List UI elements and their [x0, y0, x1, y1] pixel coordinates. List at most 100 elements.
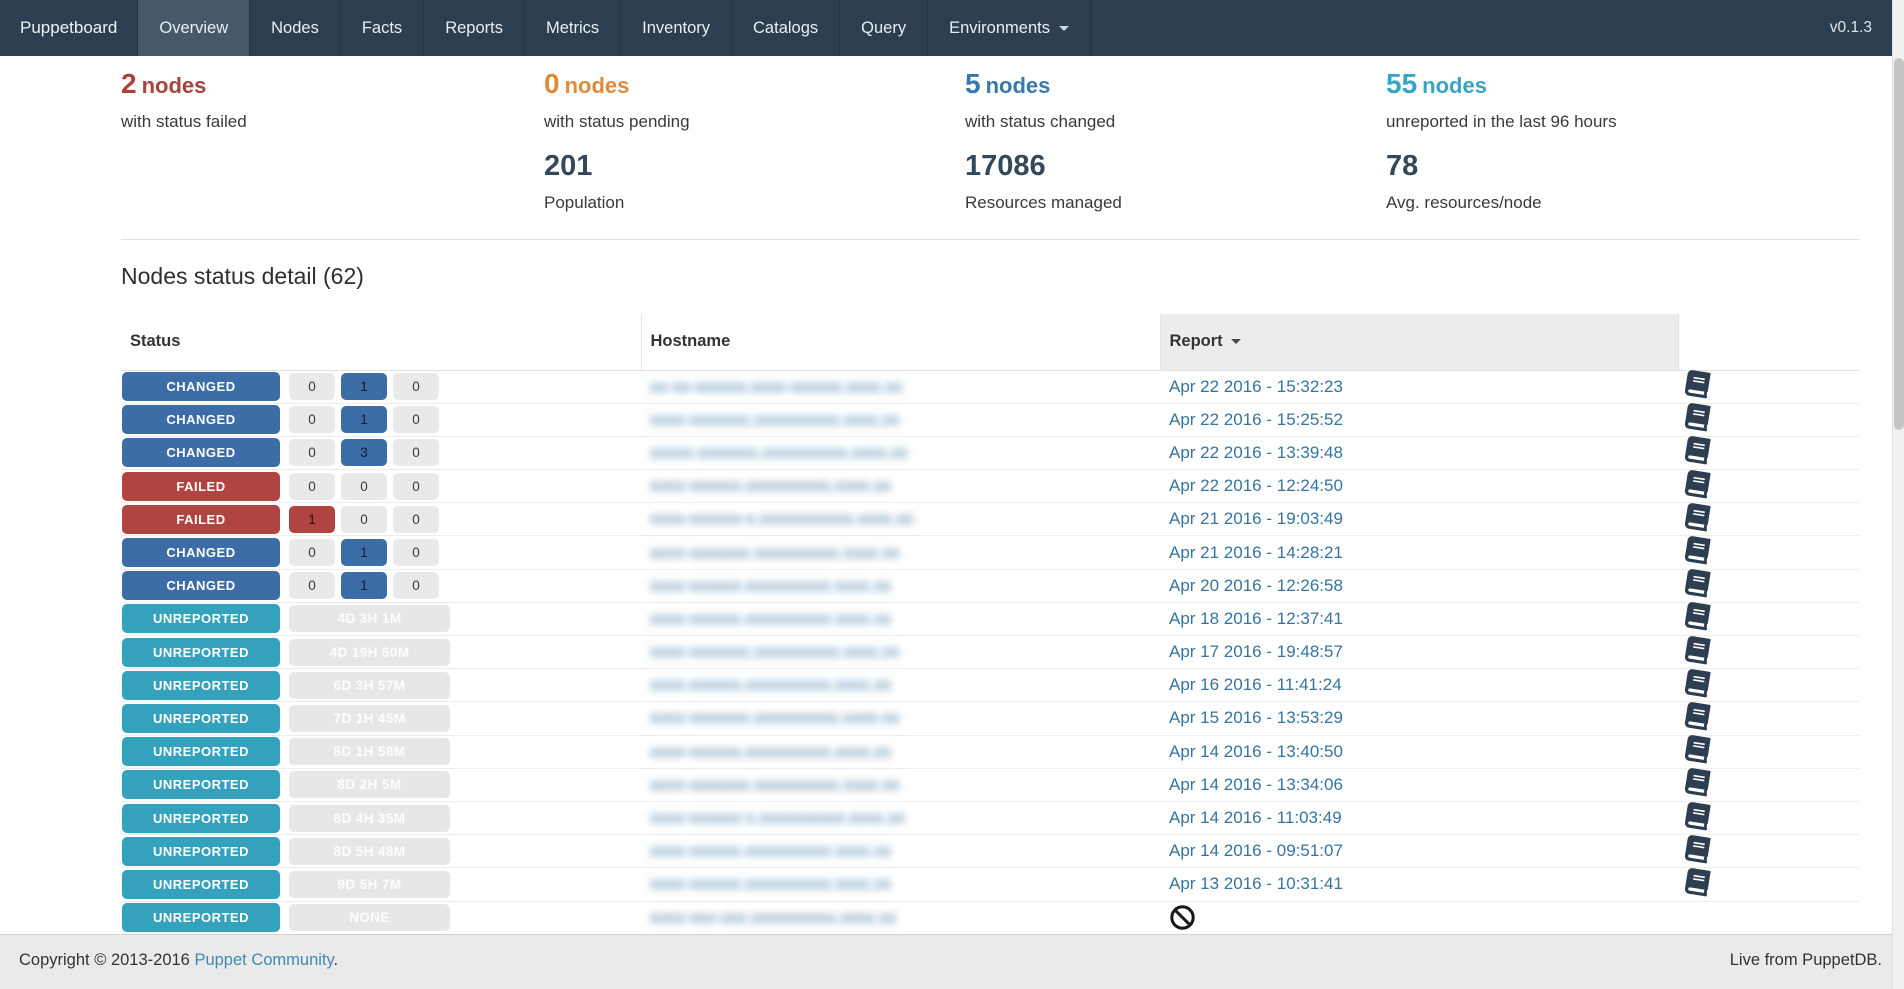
hostname-link[interactable]: xxxxx-xxxxxxx.xxxxxxxxxx.xxxx.xx [650, 442, 908, 462]
hostname-link[interactable]: xxxx-xxxxxx.xxxxxxxxxx.xxxx.xx [650, 608, 891, 628]
report-book-link[interactable] [1684, 735, 1711, 764]
page-footer: Copyright © 2013-2016 Puppet Community. … [0, 934, 1904, 989]
nav-item-metrics[interactable]: Metrics [525, 0, 622, 56]
stats-secondary-row: 201 Population 17086 Resources managed 7… [121, 150, 1860, 213]
report-book-link[interactable] [1684, 834, 1711, 864]
count-pill: 0 [393, 539, 439, 567]
status-counts: 4D 19H 50M [280, 638, 450, 666]
status-badge: CHANGED [122, 372, 280, 402]
report-date-link[interactable]: Apr 17 2016 - 19:48:57 [1169, 642, 1343, 662]
report-book-link[interactable] [1684, 536, 1711, 565]
hostname-link[interactable]: xxxx-xxxxxx.xxxxxxxxxx.xxxx.xx [650, 874, 891, 894]
version-label: v0.1.3 [1829, 19, 1872, 36]
count-pill: 3 [341, 439, 387, 467]
report-book-link[interactable] [1684, 469, 1711, 499]
stat-item: 201 Population [544, 150, 965, 213]
report-book-link[interactable] [1684, 635, 1711, 665]
report-book-link[interactable] [1684, 569, 1711, 598]
hostname-link[interactable]: xxxx-xxxxxx.xxxxxxxxxx.xxxx.xx [650, 675, 891, 695]
stat-item: 0 nodes with status pending [544, 68, 965, 133]
unreported-time-pill: 8D 4H 35M [289, 804, 450, 832]
puppet-community-link[interactable]: Puppet Community [194, 951, 334, 969]
book-icon [1684, 768, 1711, 797]
stat-label: Resources managed [965, 193, 1122, 212]
count-pill: 0 [341, 472, 387, 500]
report-book-link[interactable] [1684, 403, 1711, 432]
report-book-link[interactable] [1684, 502, 1711, 532]
report-date-link[interactable]: Apr 16 2016 - 11:41:24 [1169, 675, 1342, 695]
book-icon [1684, 602, 1711, 631]
report-date-link[interactable]: Apr 14 2016 - 13:40:50 [1169, 741, 1343, 761]
column-header-status[interactable]: Status [121, 314, 641, 371]
report-date-link[interactable]: Apr 13 2016 - 10:31:41 [1169, 874, 1343, 894]
nav-item-overview[interactable]: Overview [138, 0, 251, 56]
hostname-link[interactable]: xxxx-xxxxxx.xxxxxxxxxx.xxxx.xx [650, 476, 891, 496]
report-book-link[interactable] [1684, 801, 1711, 830]
stat-value: 5 nodes [965, 68, 1051, 99]
report-date-link[interactable]: Apr 14 2016 - 09:51:07 [1169, 841, 1343, 861]
nav-item-environments[interactable]: Environments [928, 0, 1091, 56]
stat-label: with status pending [544, 112, 690, 131]
report-date-link[interactable]: Apr 21 2016 - 19:03:49 [1169, 509, 1343, 529]
hostname-link[interactable]: xx-xx-xxxxxx.xxxx-xxxxxx.xxxx.xx [650, 376, 903, 396]
count-pill: 0 [341, 505, 387, 533]
report-book-link[interactable] [1684, 768, 1711, 797]
scrollbar-thumb[interactable] [1894, 58, 1904, 430]
hostname-link[interactable]: xxxx-xxxxxx-x.xxxxxxxxxxx.xxxx.xx [650, 509, 914, 529]
status-badge: FAILED [122, 471, 280, 501]
report-book-link[interactable] [1684, 702, 1711, 731]
hostname-link[interactable]: xxxx-xxxxxxx.xxxxxxxxxx.xxxx.xx [650, 409, 900, 429]
column-header-report[interactable]: Report [1159, 314, 1679, 371]
report-date-link[interactable]: Apr 15 2016 - 13:53:29 [1169, 708, 1343, 728]
report-book-link[interactable] [1684, 370, 1711, 399]
nav-item-inventory[interactable]: Inventory [621, 0, 733, 56]
unreported-time-pill: 4D 19H 50M [289, 638, 450, 666]
column-header-hostname[interactable]: Hostname [640, 314, 1160, 371]
app-brand[interactable]: Puppetboard [0, 0, 139, 56]
status-counts: 8D 2H 5M [280, 771, 450, 799]
table-row: UNREPORTED 8D 1H 58M xxxx-xxxxxx.xxxxxxx… [121, 735, 1860, 769]
status-counts: 7D 1H 45M [280, 704, 450, 732]
nav-item-catalogs[interactable]: Catalogs [732, 0, 841, 56]
report-date-link[interactable]: Apr 22 2016 - 15:32:23 [1169, 376, 1343, 396]
report-date-link[interactable]: Apr 14 2016 - 13:34:06 [1169, 774, 1343, 794]
book-icon [1684, 469, 1711, 499]
hostname-link[interactable]: xxxx-xxxxxxx.xxxxxxxxxx.xxxx.xx [650, 708, 900, 728]
hostname-link[interactable]: xxxx-xxxxxx-x.xxxxxxxxxx.xxxx.xx [650, 808, 905, 828]
report-date-link[interactable]: Apr 21 2016 - 14:28:21 [1169, 542, 1343, 562]
hostname-link[interactable]: xxxx-xxxxxxx.xxxxxxxxxx.xxxx.xx [650, 774, 900, 794]
hostname-link[interactable]: xxxx-xxxxxxx.xxxxxxxxxx.xxxx.xx [650, 642, 900, 662]
stat-label: with status changed [965, 112, 1116, 131]
unreported-time-pill: NONE [289, 904, 450, 932]
hostname-link[interactable]: xxxx-xxxxxx.xxxxxxxxxx.xxxx.xx [650, 741, 891, 761]
report-book-link[interactable] [1684, 602, 1711, 631]
report-book-link[interactable] [1684, 867, 1711, 897]
status-badge: UNREPORTED [122, 903, 280, 933]
report-date-link[interactable]: Apr 18 2016 - 12:37:41 [1169, 608, 1343, 628]
count-pill: 1 [341, 539, 387, 567]
nav-item-query[interactable]: Query [840, 0, 929, 56]
report-date-link[interactable]: Apr 20 2016 - 12:26:58 [1169, 575, 1343, 595]
hostname-link[interactable]: xxxx-xxxxxx.xxxxxxxxxx.xxxx.xx [650, 575, 891, 595]
hostname-link[interactable]: xxxx-xxxxxxx.xxxxxxxxxx.xxxx.xx [650, 542, 900, 562]
stat-label: with status failed [121, 112, 247, 131]
status-badge: UNREPORTED [122, 803, 280, 833]
report-date-link[interactable]: Apr 22 2016 - 15:25:52 [1169, 409, 1343, 429]
report-date-link[interactable]: Apr 14 2016 - 11:03:49 [1169, 808, 1342, 828]
nav-item-reports[interactable]: Reports [424, 0, 525, 56]
hostname-link[interactable]: xxxx-xxx-xxx.xxxxxxxxxx.xxxx.xx [650, 907, 897, 927]
report-book-link[interactable] [1684, 668, 1711, 698]
report-book-link[interactable] [1684, 436, 1711, 465]
report-date-link[interactable]: Apr 22 2016 - 12:24:50 [1169, 476, 1343, 496]
report-date-link[interactable]: Apr 22 2016 - 13:39:48 [1169, 442, 1343, 462]
vertical-scrollbar[interactable] [1892, 0, 1904, 989]
nav-item-nodes[interactable]: Nodes [250, 0, 341, 56]
nav-item-facts[interactable]: Facts [341, 0, 425, 56]
status-badge: UNREPORTED [122, 869, 280, 899]
chevron-down-icon [1058, 26, 1069, 31]
hostname-link[interactable]: xxxx-xxxxxx.xxxxxxxxxx.xxxx.xx [650, 841, 891, 861]
